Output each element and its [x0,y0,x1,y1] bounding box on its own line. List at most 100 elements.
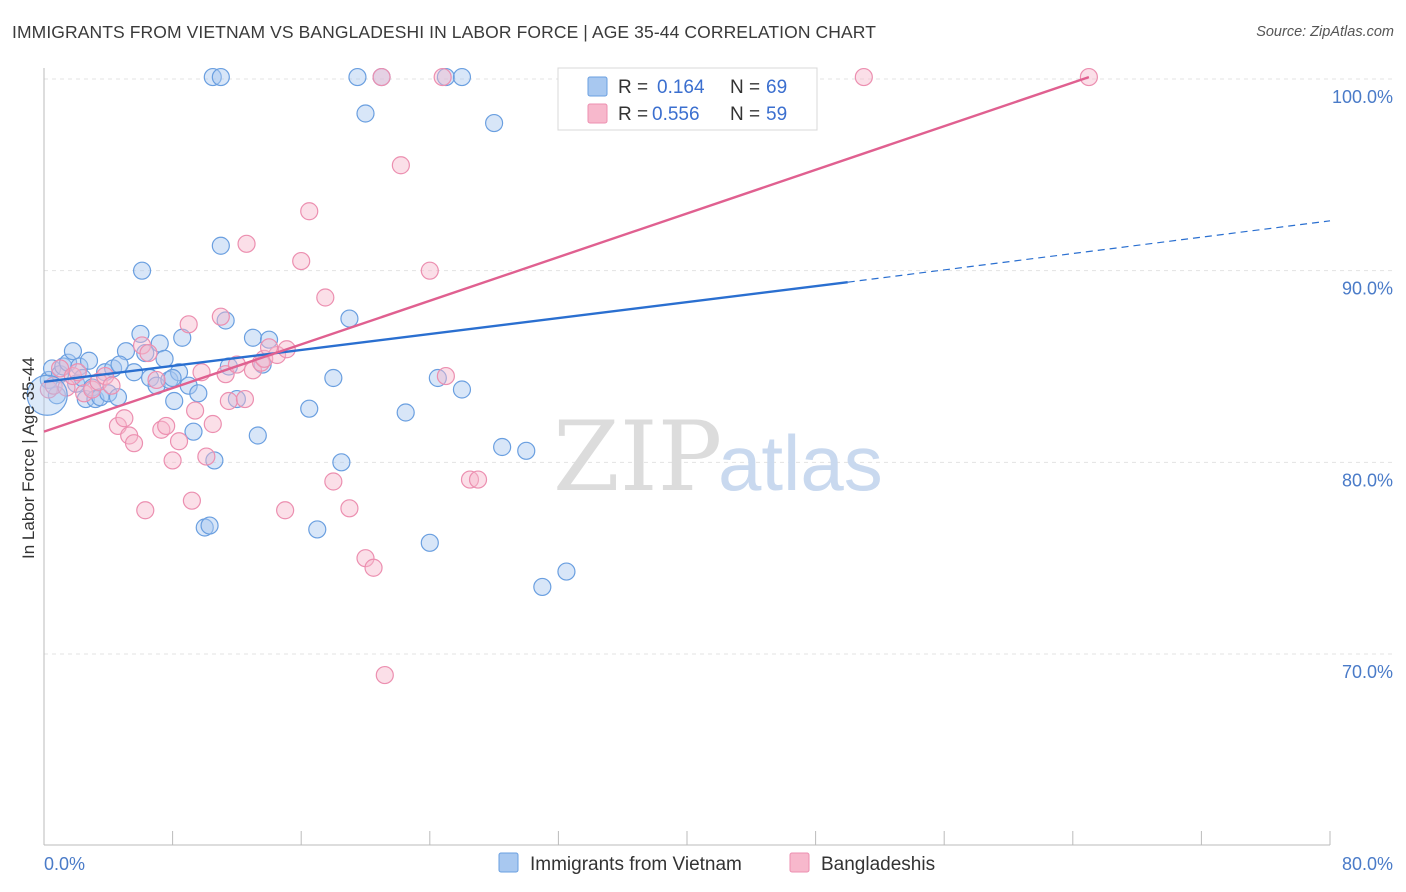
point-vietnam [211,67,230,87]
point-vietnam [189,384,208,403]
point-vietnam [131,324,150,344]
legend-n-label-bangladeshi: N = [730,104,760,125]
point-bangladeshi [157,416,176,436]
point-bangladeshi [468,470,488,489]
point-vietnam [557,562,576,581]
axes-layer [43,68,1331,846]
y-tick-label: 80.0% [1342,470,1393,490]
point-vietnam [79,351,99,370]
point-bangladeshi [364,558,383,577]
point-bangladeshi [375,665,394,685]
bottom-legend-swatch-bangladeshi [789,852,810,873]
x-tick-label-max: 80.0% [1342,854,1393,874]
point-bangladeshi [136,501,155,520]
point-bangladeshi [436,366,455,386]
point-bangladeshi [219,391,238,411]
y-tick-label: 100.0% [1332,87,1393,107]
point-bangladeshi [300,202,319,221]
point-vietnam [348,67,367,87]
point-vietnam [517,441,536,460]
point-vietnam [420,533,439,552]
point-bangladeshi [854,67,873,87]
point-bangladeshi [102,376,121,395]
point-vietnam-large [26,374,68,416]
point-vietnam [259,330,279,349]
y-tick-label: 70.0% [1342,662,1393,682]
point-bangladeshi [169,432,189,451]
point-bangladeshi [139,343,158,363]
legend-r-label-bangladeshi: R = [618,104,648,125]
point-bangladeshi [197,447,216,466]
chart-title: IMMIGRANTS FROM VIETNAM VS BANGLADESHI I… [12,22,877,42]
point-vietnam [452,380,472,399]
chart-source: Source: ZipAtlas.com [1256,24,1394,40]
point-vietnam [332,453,351,472]
watermark-zip: ZIP [553,401,722,513]
bottom-legend-label-bangladeshi: Bangladeshis [821,854,935,875]
point-bangladeshi [324,472,343,491]
bottom-legend: Immigrants from Vietnam Bangladeshis [498,852,935,875]
point-vietnam [300,399,319,418]
point-bangladeshi [182,491,201,510]
point-bangladeshi [147,370,166,390]
point-vietnam [308,520,327,539]
point-vietnam [248,426,267,445]
point-bangladeshi [433,67,452,87]
point-bangladeshi [372,67,391,87]
trendline-vietnam-extension [847,220,1331,283]
watermark-atlas: atlas [718,419,883,507]
y-axis-label: In Labor Force | Age 35-44 [19,357,38,559]
legend-r-label-vietnam: R = [618,77,648,98]
legend-n-label-vietnam: N = [730,77,760,98]
point-vietnam [155,349,174,368]
point-vietnam [356,104,375,123]
point-bangladeshi [235,389,255,409]
point-vietnam [452,67,472,87]
legend-r-value-bangladeshi: 0.556 [652,104,700,125]
x-tick-label-min: 0.0% [44,854,85,874]
point-vietnam [340,309,359,328]
y-tick-label: 90.0% [1342,279,1393,299]
point-bangladeshi [179,315,198,334]
bottom-legend-label-vietnam: Immigrants from Vietnam [530,854,742,875]
point-vietnam [184,422,203,441]
point-vietnam [132,261,152,280]
legend: R = 0.164 N = 69 R = 0.556 N = 59 [557,67,818,131]
point-bangladeshi [340,499,359,518]
trend-layer [43,75,1331,433]
y-tick-labels: 70.0% 80.0% 90.0% 100.0% [1332,87,1393,682]
point-vietnam [63,342,83,361]
point-vietnam [163,368,182,388]
points-layer [26,67,1098,685]
point-bangladeshi [163,451,182,470]
bottom-legend-swatch-vietnam [498,852,519,873]
watermark: ZIP atlas [553,401,883,513]
point-vietnam [324,368,343,388]
point-bangladeshi [420,261,439,280]
point-vietnam [243,328,263,347]
legend-n-value-vietnam: 69 [766,77,787,98]
point-bangladeshi [292,251,311,271]
trendline-bangladeshi [43,75,1090,433]
point-bangladeshi [237,234,256,253]
legend-swatch-vietnam [587,76,608,97]
trendline-vietnam [43,280,848,384]
point-vietnam [211,236,230,255]
point-bangladeshi [276,501,295,520]
point-bangladeshi [203,414,222,434]
legend-swatch-bangladeshi [587,103,608,124]
point-bangladeshi [211,307,230,326]
point-vietnam [533,577,552,597]
point-vietnam [493,437,512,457]
point-bangladeshi [115,409,134,428]
point-bangladeshi [391,156,410,175]
point-bangladeshi [124,434,144,453]
point-bangladeshi [316,288,335,307]
point-vietnam [485,113,504,133]
point-vietnam [165,391,184,411]
legend-n-value-bangladeshi: 59 [766,104,787,125]
point-bangladeshi [186,401,205,420]
point-vietnam [396,403,415,422]
legend-r-value-vietnam: 0.164 [657,77,705,98]
